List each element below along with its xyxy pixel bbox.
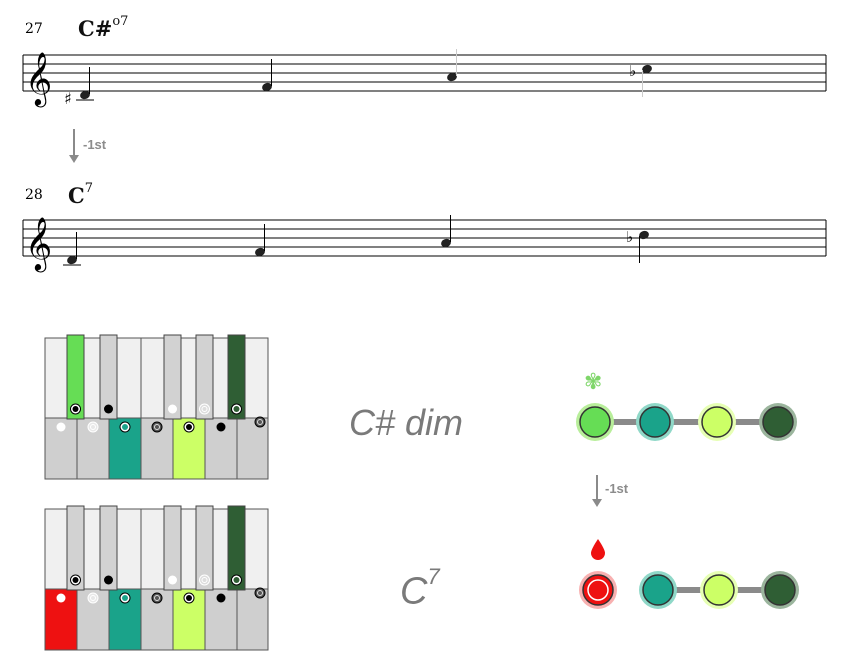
note-head bbox=[262, 82, 272, 92]
svg-text:✾: ✾ bbox=[584, 370, 602, 395]
chain-node bbox=[764, 574, 796, 606]
chain-node bbox=[639, 406, 671, 438]
note-head bbox=[67, 255, 77, 265]
transition-label-right: -1st bbox=[605, 481, 629, 496]
leaf-icon: ✾ bbox=[584, 370, 602, 395]
chain-node bbox=[579, 406, 611, 438]
notes-staff-1: ♯ ♭ bbox=[64, 49, 652, 108]
chain-top: ✾ bbox=[576, 370, 797, 441]
note-head bbox=[80, 90, 90, 100]
note-head bbox=[639, 230, 649, 240]
chain-bottom bbox=[579, 539, 799, 609]
note-head bbox=[255, 247, 265, 257]
staff-1 bbox=[22, 54, 827, 92]
measure-number-28: 28 bbox=[25, 187, 43, 203]
chain-node bbox=[762, 406, 794, 438]
sharp-accidental: ♯ bbox=[64, 89, 72, 108]
transition-arrow-top bbox=[69, 129, 79, 163]
chord-name-2: C7 bbox=[400, 564, 440, 614]
keyboard-2 bbox=[44, 505, 269, 651]
staff-2 bbox=[22, 219, 827, 257]
note-head bbox=[447, 72, 457, 82]
chord-root: C# bbox=[78, 16, 113, 41]
key-markers-2 bbox=[56, 574, 266, 604]
key-markers-1 bbox=[56, 403, 266, 433]
chord-root: C bbox=[68, 183, 85, 208]
chord-name-1: C# dim bbox=[349, 402, 464, 443]
chain-node bbox=[703, 574, 735, 606]
note-head bbox=[642, 64, 652, 74]
chord-suffix: 7 bbox=[84, 181, 93, 196]
transition-arrow-right bbox=[592, 475, 602, 507]
black-keys-1 bbox=[66, 334, 246, 420]
black-keys-2 bbox=[66, 505, 246, 591]
chain-node bbox=[587, 579, 609, 601]
keyboard-1 bbox=[44, 334, 269, 480]
chord-name-2-root: C bbox=[400, 570, 428, 613]
chord-name-2-sup: 7 bbox=[427, 564, 440, 589]
chain-node bbox=[701, 406, 733, 438]
notes-staff-2: ♭ bbox=[63, 215, 649, 266]
chain-node bbox=[642, 574, 674, 606]
flat-accidental: ♭ bbox=[626, 228, 633, 246]
transition-label-top: -1st bbox=[83, 137, 107, 152]
treble-clef-1: 𝄞 bbox=[25, 51, 52, 107]
note-head bbox=[441, 238, 451, 248]
chord-symbol-1: C#o7 bbox=[78, 14, 129, 41]
drop-icon bbox=[591, 539, 605, 560]
flat-accidental: ♭ bbox=[629, 62, 636, 80]
measure-number-27: 27 bbox=[25, 21, 43, 37]
chord-suffix: o7 bbox=[112, 14, 129, 29]
treble-clef-2: 𝄞 bbox=[25, 216, 52, 272]
chord-symbol-2: C7 bbox=[68, 181, 93, 208]
